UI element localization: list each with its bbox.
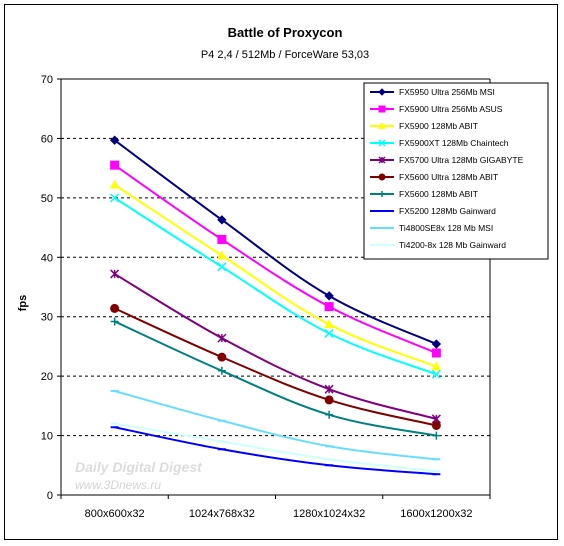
watermark: Daily Digital Digest www.3Dnews.ru	[75, 459, 203, 492]
legend-item: FX5950 Ultra 256Mb MSI	[370, 87, 495, 97]
data-point-marker	[431, 369, 441, 379]
y-tick-label: 70	[41, 74, 53, 86]
y-tick-label: 50	[41, 193, 53, 205]
data-point-marker	[110, 317, 119, 326]
data-point-marker	[378, 173, 386, 181]
y-tick-label: 20	[41, 371, 53, 383]
series-line	[114, 273, 437, 420]
legend-item: FX5900XT 128Mb Chaintech	[370, 138, 509, 148]
legend-box	[363, 82, 549, 260]
series-5	[110, 303, 441, 430]
series-line	[114, 183, 437, 368]
legend-item: FX5900 Ultra 256Mb ASUS	[370, 104, 503, 114]
data-point-marker	[378, 139, 386, 147]
legend-label: FX5700 Ultra 128Mb GIGABYTE	[399, 155, 524, 165]
data-point-marker	[109, 179, 120, 189]
series-line	[114, 320, 437, 437]
data-point-marker	[217, 352, 227, 362]
y-tick-label: 10	[41, 431, 53, 443]
legend-label: FX5600 128Mb ABIT	[399, 189, 478, 199]
series-line	[114, 422, 437, 473]
series-1	[110, 160, 441, 358]
chart-title: Battle of Proxycon	[228, 25, 343, 40]
data-point-marker	[431, 348, 441, 358]
watermark-line-2: www.3Dnews.ru	[75, 478, 161, 492]
x-tick-label: 1024x768x32	[189, 508, 255, 520]
x-tick-label: 1600x1200x32	[400, 508, 472, 520]
legend-label: FX5200 128Mb Gainward	[399, 206, 496, 216]
legend-item: FX5600 128Mb ABIT	[370, 189, 478, 199]
data-point-marker	[432, 431, 441, 440]
series-8	[110, 390, 441, 461]
series-lines	[109, 135, 442, 476]
data-point-marker	[217, 262, 227, 272]
data-point-marker	[110, 193, 120, 203]
legend-label: FX5900 Ultra 256Mb ASUS	[399, 104, 503, 114]
series-line	[114, 139, 437, 345]
legend-label: FX5900XT 128Mb Chaintech	[399, 138, 509, 148]
y-tick-label: 40	[41, 252, 53, 264]
series-0	[109, 135, 442, 349]
data-point-marker	[110, 303, 120, 313]
tick-labels: 0 10 20 30 40 50 60 70 800x600x32 1024x768x32 1280…	[41, 74, 473, 520]
data-point-marker	[431, 361, 442, 371]
legend-item: Ti4200-8x 128 Mb Gainward	[370, 240, 506, 250]
data-point-marker	[431, 339, 442, 349]
data-point-marker	[378, 105, 386, 113]
data-point-marker	[324, 291, 334, 301]
series-line	[114, 426, 437, 476]
chart-subtitle: P4 2,4 / 512Mb / ForceWare 53,03	[201, 49, 369, 61]
series-line	[114, 390, 437, 461]
series-9	[110, 422, 441, 473]
data-point-marker	[217, 333, 227, 343]
chart-frame	[4, 4, 558, 540]
y-tick-label: 30	[41, 312, 53, 324]
legend-label: Ti4200-8x 128 Mb Gainward	[399, 240, 506, 250]
legend-item: FX5600 Ultra 128Mb ABIT	[370, 172, 498, 182]
x-tick-label: 1280x1024x32	[293, 508, 365, 520]
data-point-marker	[324, 395, 334, 405]
data-point-marker	[378, 156, 386, 164]
data-point-marker	[217, 215, 227, 225]
watermark-line-1: Daily Digital Digest	[75, 459, 203, 475]
series-line	[114, 197, 437, 376]
legend-item: FX5900 128Mb ABIT	[370, 121, 478, 131]
data-point-marker	[431, 420, 441, 430]
data-point-marker	[378, 88, 386, 96]
data-point-marker	[109, 135, 120, 145]
legend-label: FX5950 Ultra 256Mb MSI	[399, 87, 495, 97]
data-point-marker	[325, 410, 334, 419]
x-tick-label: 800x600x32	[85, 508, 145, 520]
series-line	[114, 164, 437, 354]
data-point-marker	[378, 121, 386, 129]
data-point-marker	[217, 234, 227, 244]
data-point-marker	[217, 366, 226, 375]
legend-label: FX5600 Ultra 128Mb ABIT	[399, 172, 498, 182]
series-7	[110, 426, 441, 476]
legend-item: FX5200 128Mb Gainward	[370, 206, 496, 216]
series-3	[110, 193, 441, 379]
data-point-marker	[324, 328, 334, 338]
data-point-marker	[110, 160, 120, 170]
legend-label: Ti4800SE8x 128 Mb MSI	[399, 223, 493, 233]
data-point-marker	[324, 384, 334, 394]
series-6	[110, 317, 441, 440]
y-axis-label: fps	[17, 295, 29, 312]
data-point-marker	[379, 191, 385, 197]
legend: FX5950 Ultra 256Mb MSI FX5900 Ultra 256Mb…	[363, 82, 549, 260]
data-point-marker	[324, 319, 334, 329]
series-4	[110, 269, 441, 424]
legend-item: FX5700 Ultra 128Mb GIGABYTE	[370, 155, 524, 165]
data-point-marker	[217, 250, 227, 260]
legend-item: Ti4800SE8x 128 Mb MSI	[370, 223, 493, 233]
series-line	[114, 307, 437, 427]
data-point-marker	[324, 302, 334, 312]
series-2	[109, 179, 442, 371]
legend-label: FX5900 128Mb ABIT	[399, 121, 478, 131]
y-tick-label: 60	[41, 133, 53, 145]
y-tick-label: 0	[47, 490, 53, 502]
data-point-marker	[110, 269, 120, 279]
